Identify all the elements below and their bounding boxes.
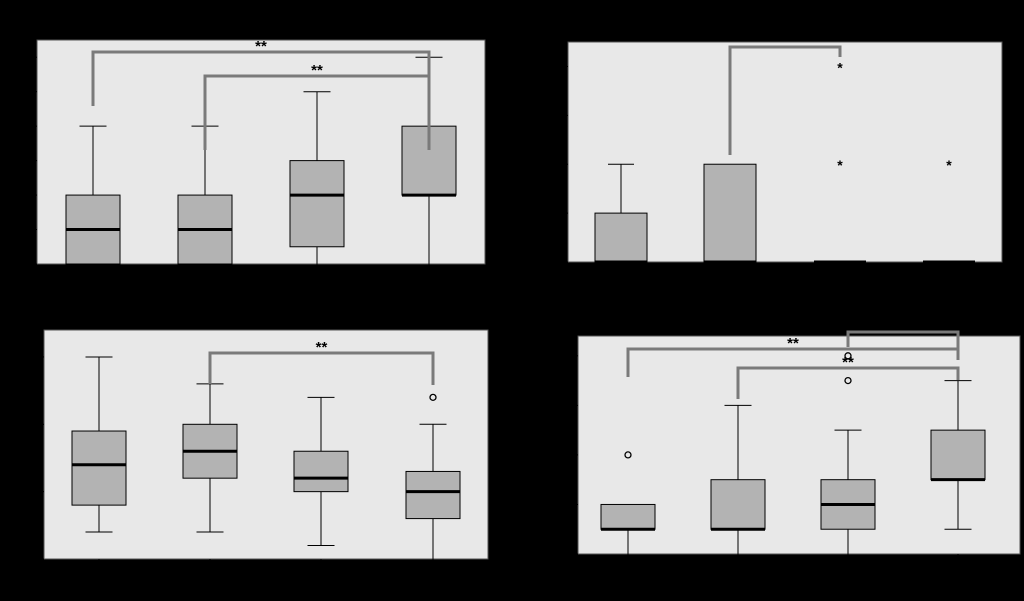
y-tick-label: 0.00 [551,549,572,561]
box [71,430,127,506]
y-tick-label: 3.00 [10,156,31,168]
box [289,160,345,248]
box-group [182,383,238,533]
box-group [71,356,127,533]
box-group [65,125,121,265]
y-tick-label: 0.00 [10,259,31,271]
y-tick-label: 2.00 [541,61,562,73]
significance-bracket [728,45,842,155]
y-tick-label: 5.00 [10,87,31,99]
significance-label: ** [311,62,323,79]
box-group [289,91,345,264]
y-tick-label: 4.00 [551,450,572,462]
outlier-point [624,451,632,459]
box-group: * [923,157,975,264]
significance-label: * [782,33,788,50]
significance-bracket [736,366,960,399]
box-group [177,125,233,265]
y-tick-label: 6.00 [551,400,572,412]
y-tick-label: 4.00 [10,121,31,133]
y-tick-label: 8.00 [551,351,572,363]
box [594,212,648,263]
box-group [710,404,766,554]
chart-panel-d: 0.002.004.006.008.00***** [551,319,1021,561]
extreme-point: * [837,59,843,75]
box-group [820,352,876,554]
box [703,163,757,263]
significance-label: * [900,319,906,335]
y-tick-label: 2.00 [551,499,572,511]
significance-bracket [208,351,435,385]
box-group [600,451,656,554]
box-group: ** [814,59,866,264]
extreme-point: * [837,157,843,173]
y-tick-label: 10.00 [10,419,38,431]
chart-panel-b: 0.000.501.001.502.00**** [541,33,1003,269]
y-tick-label: 0.50 [541,208,562,220]
outlier-point [429,393,437,402]
outlier-point [844,352,852,360]
y-tick-label: 1.00 [541,159,562,171]
chart-panel-c: 0.00 5.00 10.00 15.00 ** [10,329,489,566]
significance-label: ** [787,335,799,352]
box-group [405,393,461,559]
y-tick-label: 2.00 [10,190,31,202]
significance-label: ** [842,354,854,371]
y-tick-label: 0.00 [541,257,562,269]
y-tick-label: 15.00 [10,352,38,364]
y-tick-label: 1.50 [541,110,562,122]
box-group [930,380,986,530]
significance-label: ** [255,38,267,55]
box [600,503,656,530]
box-group [703,163,757,264]
box [293,450,349,493]
significance-bracket [846,330,960,360]
chart-panel-a: 0.00 1.00 2.00 3.00 4.00 5.00 6.00 ** ** [10,38,486,271]
y-tick-label: 1.00 [10,225,31,237]
outlier-point [844,376,852,385]
extreme-point: * [946,157,952,173]
box-group [594,163,648,264]
box-group [293,396,349,547]
significance-label: ** [316,339,328,356]
significance-bracket [203,74,431,150]
box [930,429,986,481]
box [405,470,461,520]
box [710,479,766,530]
y-tick-label: 5.00 [17,487,38,499]
y-tick-label: 6.00 [10,52,31,64]
y-tick-label: 0.00 [17,554,38,566]
